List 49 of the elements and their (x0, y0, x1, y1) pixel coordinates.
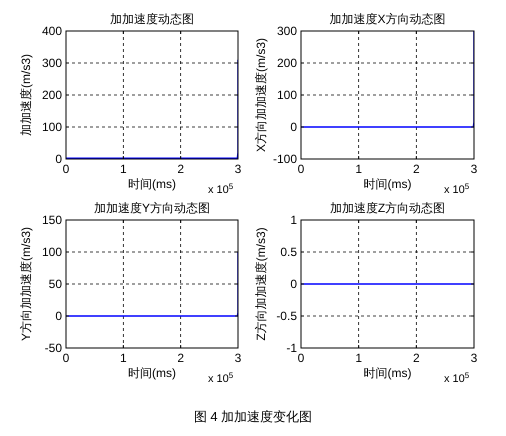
y-tick-label: 0.5 (280, 245, 298, 259)
text: x 10$^{5}$ (444, 182, 470, 196)
x-axis-title: 时间(ms) (128, 366, 176, 380)
x-axis-title: 时间(ms) (364, 177, 412, 191)
y-axis-title: Z方向加加速度(m/s3) (254, 227, 268, 341)
x-tick-label: 3 (234, 162, 242, 176)
chart-title: 加加速度Y方向动态图 (94, 201, 210, 215)
x-tick-label: 1 (355, 351, 362, 365)
y-tick-label: 100 (276, 88, 298, 102)
y-tick-label: 200 (276, 56, 298, 70)
x-tick-label: 2 (177, 351, 184, 365)
y-tick-label: 300 (42, 56, 62, 70)
x-tick-label: 2 (177, 162, 184, 176)
y-tick-label: -1 (286, 341, 298, 355)
y-tick-label: 100 (42, 120, 62, 134)
text: x 10$^{5}$ (208, 370, 234, 385)
y-axis-title: X方向加加速度(m/s3) (254, 38, 268, 152)
y-tick-label: -50 (44, 341, 62, 355)
y-tick-label: 400 (42, 24, 62, 38)
chart-title: 加加速度X方向动态图 (329, 12, 446, 26)
y-tick-label: -0.5 (276, 309, 298, 323)
x-tick-label: 1 (355, 162, 362, 176)
chart-title: 加加速度动态图 (110, 12, 194, 26)
y-tick-label: 0 (290, 120, 298, 134)
y-tick-label: 0 (55, 309, 62, 323)
text: x 10$^{5}$ (444, 370, 470, 385)
x-tick-label: 2 (412, 351, 420, 365)
y-tick-label: 50 (48, 277, 62, 291)
x-tick-label: 1 (120, 162, 127, 176)
x-tick-label: 1 (120, 351, 127, 365)
y-tick-label: 100 (42, 245, 62, 259)
y-tick-label: 0 (290, 277, 298, 291)
text: x 10$^{5}$ (208, 182, 234, 196)
y-axis-title: Y方向加加速度(m/s3) (19, 226, 33, 341)
x-tick-label: 3 (470, 351, 478, 365)
y-axis-title: 加加速度(m/s3) (19, 54, 33, 136)
chart-title: 加加速度Z方向动态图 (330, 201, 446, 215)
y-tick-label: 0 (55, 152, 62, 166)
x-tick-label: 2 (412, 162, 420, 176)
x-axis-title: 时间(ms) (128, 177, 176, 191)
x-tick-label: 3 (470, 162, 478, 176)
x-tick-label: 3 (234, 351, 242, 365)
y-tick-label: 200 (42, 88, 62, 102)
y-tick-label: -100 (272, 152, 298, 166)
caption: 图 4 加加速度变化图 (194, 409, 312, 424)
x-axis-title: 时间(ms) (364, 366, 412, 380)
y-tick-label: 300 (276, 24, 298, 38)
y-tick-label: 150 (42, 213, 62, 227)
y-tick-label: 1 (290, 213, 298, 227)
